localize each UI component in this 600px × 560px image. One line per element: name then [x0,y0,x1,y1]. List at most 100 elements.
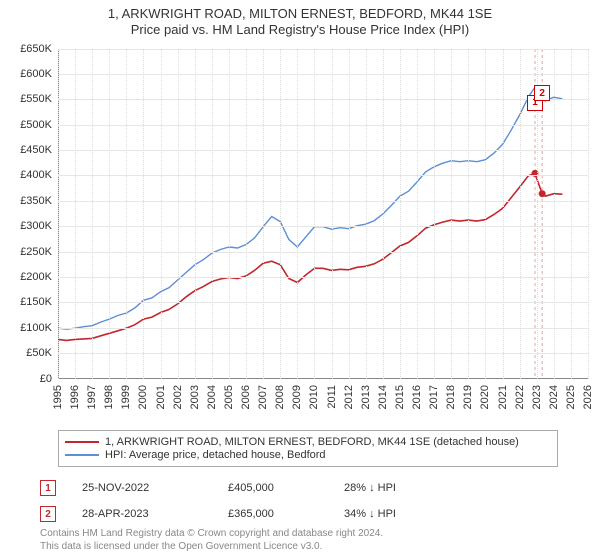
x-tick-label: 2024 [548,385,560,409]
y-tick-label: £150K [2,296,52,308]
gridline-v [588,49,589,379]
x-tick-label: 2005 [223,385,235,409]
x-tick-label: 2011 [326,385,338,409]
x-tick-label: 2012 [343,385,355,409]
gridline-v [195,49,196,379]
sale-badge-1: 1 [40,480,56,496]
gridline-v [58,49,59,379]
footer-line-1: Contains HM Land Registry data © Crown c… [40,528,383,541]
gridline-v [280,49,281,379]
x-tick-label: 2006 [240,385,252,409]
gridline-h [58,302,588,303]
sale-row-1: 1 25-NOV-2022 £405,000 28% ↓ HPI [40,480,464,496]
chart-title-block: 1, ARKWRIGHT ROAD, MILTON ERNEST, BEDFOR… [0,0,600,39]
y-tick-label: £350K [2,195,52,207]
x-tick-label: 2013 [360,385,372,409]
gridline-v [229,49,230,379]
gridline-v [554,49,555,379]
x-tick-label: 2023 [531,385,543,409]
y-tick-label: £100K [2,322,52,334]
x-tick-label: 2026 [582,385,594,409]
gridline-v [349,49,350,379]
gridline-v [126,49,127,379]
sale-badge-2: 2 [40,506,56,522]
y-tick-label: £550K [2,93,52,105]
gridline-v [143,49,144,379]
y-tick-label: £250K [2,246,52,258]
y-tick-label: £500K [2,119,52,131]
gridline-v [400,49,401,379]
gridline-v [263,49,264,379]
legend-label-property: 1, ARKWRIGHT ROAD, MILTON ERNEST, BEDFOR… [105,436,519,448]
x-tick-label: 2002 [172,385,184,409]
gridline-v [503,49,504,379]
gridline-v [212,49,213,379]
x-tick-label: 2022 [514,385,526,409]
gridline-h [58,175,588,176]
gridline-v [332,49,333,379]
gridline-h [58,328,588,329]
title-line-2: Price paid vs. HM Land Registry's House … [0,22,600,38]
y-tick-label: £300K [2,220,52,232]
sale-date-2: 28-APR-2023 [82,508,202,520]
x-tick-label: 1998 [103,385,115,409]
x-tick-label: 2021 [497,385,509,409]
gridline-v [297,49,298,379]
x-tick-label: 2020 [479,385,491,409]
x-tick-label: 2015 [394,385,406,409]
gridline-h [58,201,588,202]
x-tick-label: 1995 [52,385,64,409]
gridline-v [383,49,384,379]
x-tick-label: 2003 [189,385,201,409]
gridline-v [434,49,435,379]
y-tick-label: £600K [2,68,52,80]
gridline-v [571,49,572,379]
x-tick-label: 2016 [411,385,423,409]
sale-price-2: £365,000 [228,508,318,520]
series-hpi [58,87,562,329]
gridline-v [451,49,452,379]
x-tick-label: 2000 [137,385,149,409]
gridline-h [58,99,588,100]
gridline-h [58,226,588,227]
chart-container: 12 £0£50K£100K£150K£200K£250K£300K£350K£… [0,45,600,425]
x-tick-label: 2017 [428,385,440,409]
sale-price-1: £405,000 [228,482,318,494]
plot-area: 12 [58,49,588,379]
gridline-h [58,125,588,126]
sale-points-table: 1 25-NOV-2022 £405,000 28% ↓ HPI 2 28-AP… [40,478,464,532]
x-tick-label: 2008 [274,385,286,409]
line-series-svg [58,49,588,379]
x-tick-label: 2009 [291,385,303,409]
gridline-v [314,49,315,379]
x-tick-label: 2025 [565,385,577,409]
x-tick-label: 1999 [120,385,132,409]
legend-label-hpi: HPI: Average price, detached house, Bedf… [105,449,326,461]
x-tick-label: 2019 [462,385,474,409]
gridline-h [58,150,588,151]
x-tick-label: 2014 [377,385,389,409]
gridline-h [58,74,588,75]
gridline-h [58,277,588,278]
y-tick-label: £400K [2,169,52,181]
gridline-v [366,49,367,379]
legend-item-property: 1, ARKWRIGHT ROAD, MILTON ERNEST, BEDFOR… [65,436,551,448]
y-tick-label: £200K [2,271,52,283]
sale-marker-dot [539,190,546,197]
legend-swatch-hpi [65,454,99,456]
x-tick-label: 2007 [257,385,269,409]
y-tick-label: £450K [2,144,52,156]
x-tick-label: 1996 [69,385,81,409]
x-tick-label: 2018 [445,385,457,409]
gridline-v [417,49,418,379]
sale-marker-badge: 2 [534,85,550,101]
footer-attribution: Contains HM Land Registry data © Crown c… [40,528,383,553]
gridline-v [520,49,521,379]
gridline-h [58,353,588,354]
series-property [58,173,562,340]
y-tick-label: £650K [2,43,52,55]
legend-item-hpi: HPI: Average price, detached house, Bedf… [65,449,551,461]
y-tick-label: £50K [2,347,52,359]
gridline-v [75,49,76,379]
sale-date-1: 25-NOV-2022 [82,482,202,494]
